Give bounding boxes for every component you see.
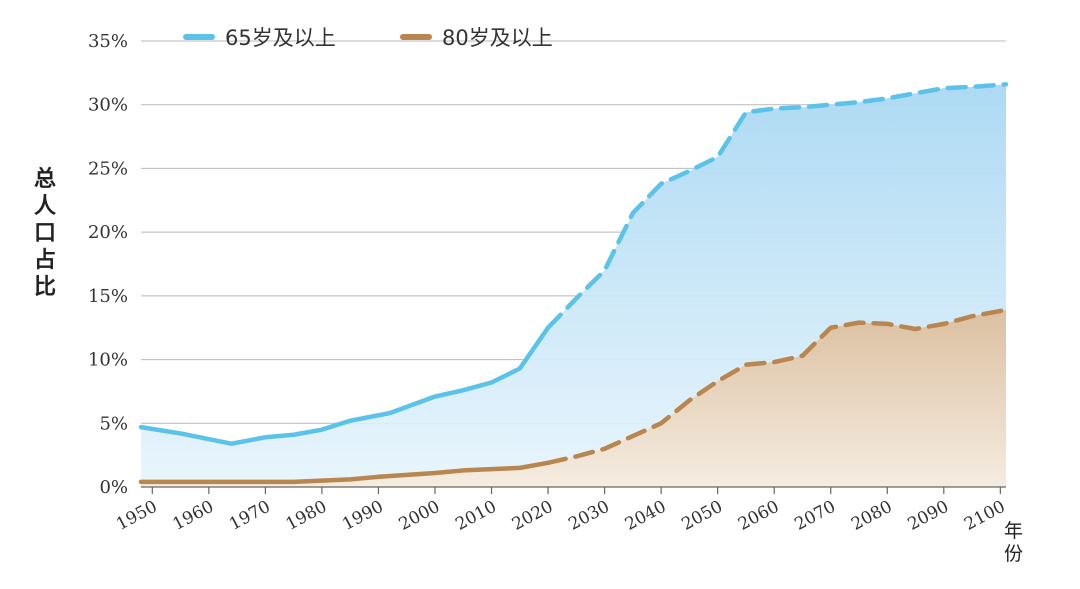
series-line-solid-1 xyxy=(138,460,551,485)
series-line-projection-1 xyxy=(545,307,1009,466)
y-axis-label: 总人口占比 xyxy=(34,167,57,300)
x-tick-label: 2030 xyxy=(565,497,613,535)
legend-label-80: 80岁及以上 xyxy=(442,26,553,50)
y-tick-label: 0% xyxy=(99,477,128,498)
series-lines xyxy=(138,82,1009,485)
legend-item-80: 80岁及以上 xyxy=(400,22,553,52)
x-tick-label: 1990 xyxy=(339,497,387,535)
y-tick-label: 5% xyxy=(99,413,128,434)
x-tick-label: 2070 xyxy=(791,497,839,535)
area-fills xyxy=(141,84,1006,487)
x-axis-label: 年份 xyxy=(1004,520,1024,565)
series-line-solid-0 xyxy=(138,325,551,446)
legend-swatch-80 xyxy=(400,34,432,40)
x-axis xyxy=(141,486,1006,494)
legend-item-65: 65岁及以上 xyxy=(183,22,336,52)
x-tick-label: 2040 xyxy=(622,497,670,535)
grid-lines xyxy=(141,40,1006,424)
y-tick-label: 35% xyxy=(88,31,128,52)
y-tick-labels: 0% 5% 10% 15% 20% 25% 30% 35% xyxy=(88,31,128,498)
x-tick-label: 1970 xyxy=(226,497,274,535)
legend-label-65: 65岁及以上 xyxy=(225,26,336,50)
y-tick-label: 25% xyxy=(88,158,128,179)
x-tick-label: 1950 xyxy=(113,497,161,535)
x-tick-label: 2010 xyxy=(452,497,500,535)
legend-swatch-65 xyxy=(183,34,215,40)
x-tick-label: 2050 xyxy=(678,497,726,535)
y-tick-label: 15% xyxy=(88,286,128,307)
x-tick-label: 1980 xyxy=(283,497,331,535)
area-fill-series-1 xyxy=(141,309,1006,487)
x-tick-label: 2060 xyxy=(735,497,783,535)
x-tick-label: 2000 xyxy=(396,497,444,535)
y-tick-label: 30% xyxy=(88,95,128,116)
x-tick-label: 2020 xyxy=(509,497,557,535)
x-tick-label: 2100 xyxy=(961,497,1009,535)
y-tick-label: 10% xyxy=(88,350,128,371)
x-tick-label: 1960 xyxy=(170,497,218,535)
y-tick-label: 20% xyxy=(88,222,128,243)
series-line-projection-0 xyxy=(545,82,1009,330)
x-tick-label: 2080 xyxy=(848,497,896,535)
x-tick-labels: 1950 1960 1970 1980 1990 2000 2010 2020 2030 2040… xyxy=(113,497,1009,535)
x-tick-label: 2090 xyxy=(905,497,953,535)
